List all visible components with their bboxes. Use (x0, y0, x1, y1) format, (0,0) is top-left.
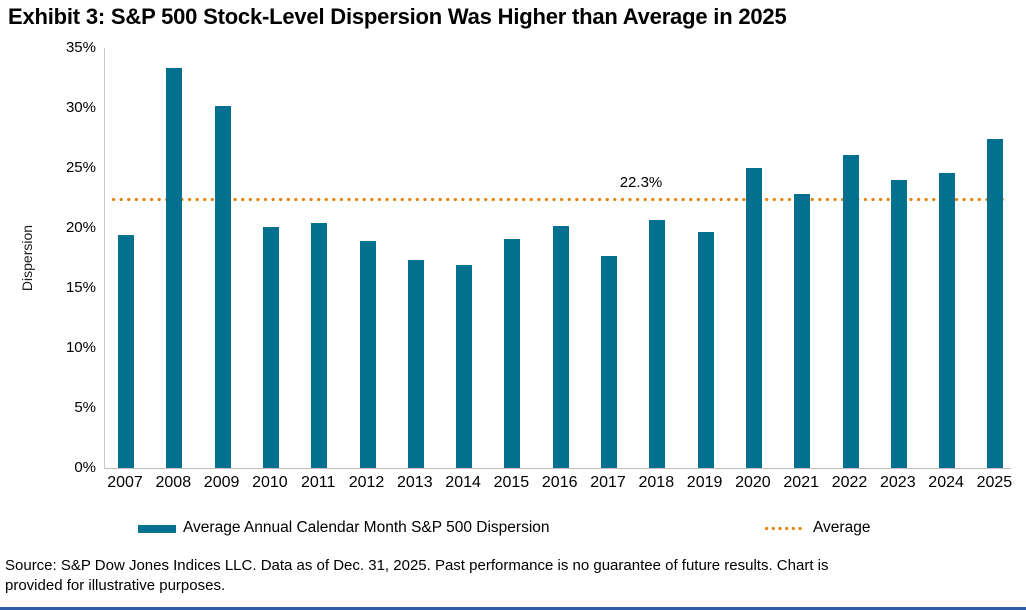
y-tick-label: 35% (65, 39, 96, 56)
bottom-rule (0, 607, 1026, 610)
x-tick-label: 2007 (107, 474, 143, 491)
x-tick-label: 2020 (735, 474, 771, 491)
legend-dotted-line-swatch (765, 527, 805, 531)
legend-average-label: Average (813, 519, 871, 536)
legend-bar-swatch (138, 525, 176, 533)
x-tick-label: 2016 (541, 474, 578, 491)
x-tick-label: 2009 (203, 474, 240, 491)
average-value-label: 22.3% (619, 174, 663, 192)
y-axis-tick-labels: 0% 5% 10% 15% 20% 25% 30% 35% (0, 39, 96, 476)
bar-2021 (794, 194, 811, 468)
x-tick-label: 2010 (252, 474, 288, 491)
y-tick-label: 30% (65, 99, 96, 116)
bar-2014 (456, 265, 473, 468)
bar-2010 (262, 226, 279, 468)
bar-2024 (939, 172, 956, 468)
bar-2017 (601, 255, 617, 468)
bar-2020 (745, 168, 762, 468)
source-note-line2: provided for illustrative purposes. (5, 577, 226, 594)
bar-2012 (359, 241, 376, 468)
bar-2022 (842, 154, 859, 468)
bar-2009 (214, 105, 231, 468)
source-note-line1: Source: S&P Dow Jones Indices LLC. Data … (5, 557, 829, 574)
x-tick-label: 2022 (831, 474, 868, 491)
x-tick-label: 2011 (300, 474, 336, 491)
y-tick-label: 20% (65, 219, 96, 236)
x-axis-tick-labels: 2007 2008 2009 2010 2011 2012 2013 2014 2015 2016… (0, 474, 1026, 494)
bar-2023 (890, 180, 907, 468)
bar-2007 (118, 235, 134, 468)
x-tick-label: 2015 (493, 474, 530, 491)
y-tick-label: 15% (65, 279, 96, 296)
bar-2018 (649, 219, 666, 468)
chart-title: Exhibit 3: S&P 500 Stock-Level Dispersio… (8, 4, 787, 29)
x-tick-label: 2021 (783, 474, 819, 491)
y-tick-label: 25% (65, 159, 96, 176)
bar-2011 (311, 223, 328, 468)
bar-2015 (504, 238, 521, 468)
y-tick-label: 10% (65, 339, 96, 356)
x-tick-label: 2019 (686, 474, 723, 491)
bar-2008 (166, 68, 183, 468)
x-tick-label: 2012 (348, 474, 385, 491)
average-dotted-line (112, 198, 1008, 202)
x-tick-label: 2024 (928, 474, 964, 491)
bar-2013 (407, 260, 424, 468)
x-tick-label: 2023 (880, 474, 916, 491)
plot-area: 22.3% (104, 48, 1011, 469)
x-tick-label: 2008 (155, 474, 192, 491)
y-tick-label: 5% (74, 399, 96, 416)
bar-2025 (987, 139, 1004, 468)
x-tick-label: 2025 (976, 474, 1013, 491)
chart-legend: Average Annual Calendar Month S&P 500 Di… (0, 518, 1026, 540)
x-tick-label: 2018 (638, 474, 675, 491)
legend-bar-label: Average Annual Calendar Month S&P 500 Di… (183, 519, 550, 536)
x-tick-label: 2013 (397, 474, 433, 491)
x-tick-label: 2014 (445, 474, 481, 491)
bar-2016 (552, 225, 569, 468)
bar-2019 (697, 231, 714, 468)
source-note: Source: S&P Dow Jones Indices LLC. Data … (5, 556, 1005, 596)
x-tick-label: 2017 (590, 474, 626, 491)
y-tick-label: 0% (74, 459, 96, 476)
